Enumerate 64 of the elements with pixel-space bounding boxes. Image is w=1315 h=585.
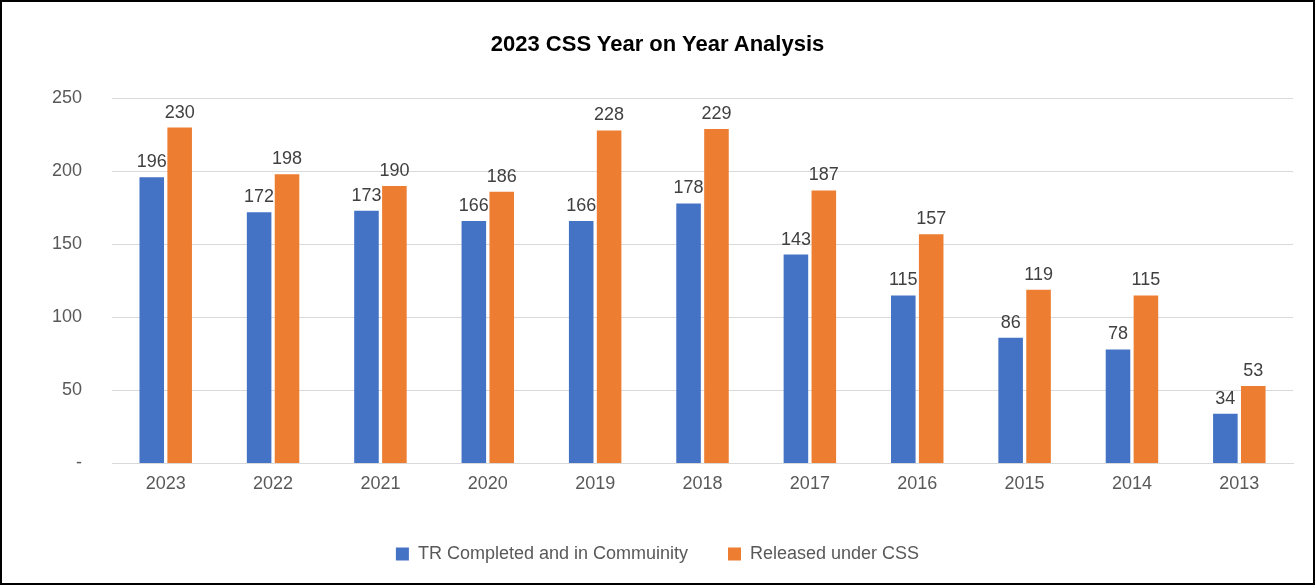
data-label: 143 bbox=[780, 228, 811, 249]
data-label: 186 bbox=[486, 165, 517, 186]
bar bbox=[274, 174, 300, 463]
x-tick-label: 2013 bbox=[1219, 473, 1260, 494]
x-tick-label: 2019 bbox=[575, 473, 616, 494]
bar bbox=[1213, 413, 1238, 463]
bar bbox=[167, 127, 192, 463]
data-label: 166 bbox=[566, 195, 597, 216]
data-label: 115 bbox=[1131, 269, 1161, 290]
y-tick-label: 100 bbox=[51, 306, 83, 327]
bar bbox=[811, 190, 837, 463]
y-tick-label: 50 bbox=[62, 379, 83, 400]
bar bbox=[1133, 295, 1159, 463]
data-label: 196 bbox=[136, 151, 167, 172]
data-label: 53 bbox=[1243, 359, 1264, 380]
data-label: 34 bbox=[1215, 387, 1236, 408]
y-tick-label: 250 bbox=[51, 87, 83, 108]
bar bbox=[783, 254, 809, 463]
x-tick-label: 2022 bbox=[253, 473, 294, 494]
bar bbox=[489, 191, 515, 463]
bar bbox=[461, 221, 487, 463]
bar bbox=[596, 130, 622, 463]
bar bbox=[1105, 349, 1131, 463]
y-tick-label: 150 bbox=[51, 233, 83, 254]
bar bbox=[246, 212, 272, 463]
data-label: 229 bbox=[701, 103, 732, 124]
data-label: 119 bbox=[1024, 263, 1053, 284]
x-tick-label: 2017 bbox=[789, 473, 830, 494]
bar bbox=[382, 186, 407, 463]
data-label: 198 bbox=[272, 148, 303, 169]
x-tick-label: 2016 bbox=[897, 473, 938, 494]
bar bbox=[1026, 289, 1051, 463]
data-label: 78 bbox=[1107, 323, 1129, 344]
bar bbox=[354, 210, 379, 463]
chart-title: 2023 CSS Year on Year Analysis bbox=[490, 31, 825, 57]
data-label: 178 bbox=[673, 177, 704, 198]
x-tick-label: 2021 bbox=[360, 473, 401, 494]
bar bbox=[918, 234, 944, 463]
bar bbox=[891, 295, 916, 463]
bar bbox=[139, 177, 165, 463]
bar bbox=[1240, 386, 1266, 463]
x-tick-label: 2020 bbox=[467, 473, 508, 494]
y-tick-label: - bbox=[76, 452, 83, 473]
bar bbox=[704, 129, 729, 463]
x-tick-label: 2023 bbox=[145, 473, 186, 494]
data-label: 166 bbox=[458, 195, 489, 216]
x-tick-label: 2014 bbox=[1111, 473, 1152, 494]
data-label: 86 bbox=[1000, 311, 1021, 332]
data-label: 172 bbox=[244, 186, 275, 207]
x-tick-label: 2015 bbox=[1004, 473, 1045, 494]
bar bbox=[568, 221, 594, 463]
y-tick-label: 200 bbox=[51, 160, 83, 181]
bar bbox=[998, 337, 1023, 463]
data-label: 228 bbox=[594, 104, 625, 125]
data-label: 190 bbox=[379, 159, 410, 180]
x-tick-label: 2018 bbox=[682, 473, 723, 494]
legend-label: TR Completed and in Commuinity bbox=[417, 542, 689, 563]
data-label: 157 bbox=[916, 208, 947, 229]
data-label: 187 bbox=[808, 164, 839, 185]
data-label: 173 bbox=[351, 184, 382, 205]
legend-label: Released under CSS bbox=[750, 542, 920, 563]
bar bbox=[676, 203, 701, 463]
data-label: 230 bbox=[164, 101, 195, 122]
data-label: 115 bbox=[888, 269, 918, 290]
